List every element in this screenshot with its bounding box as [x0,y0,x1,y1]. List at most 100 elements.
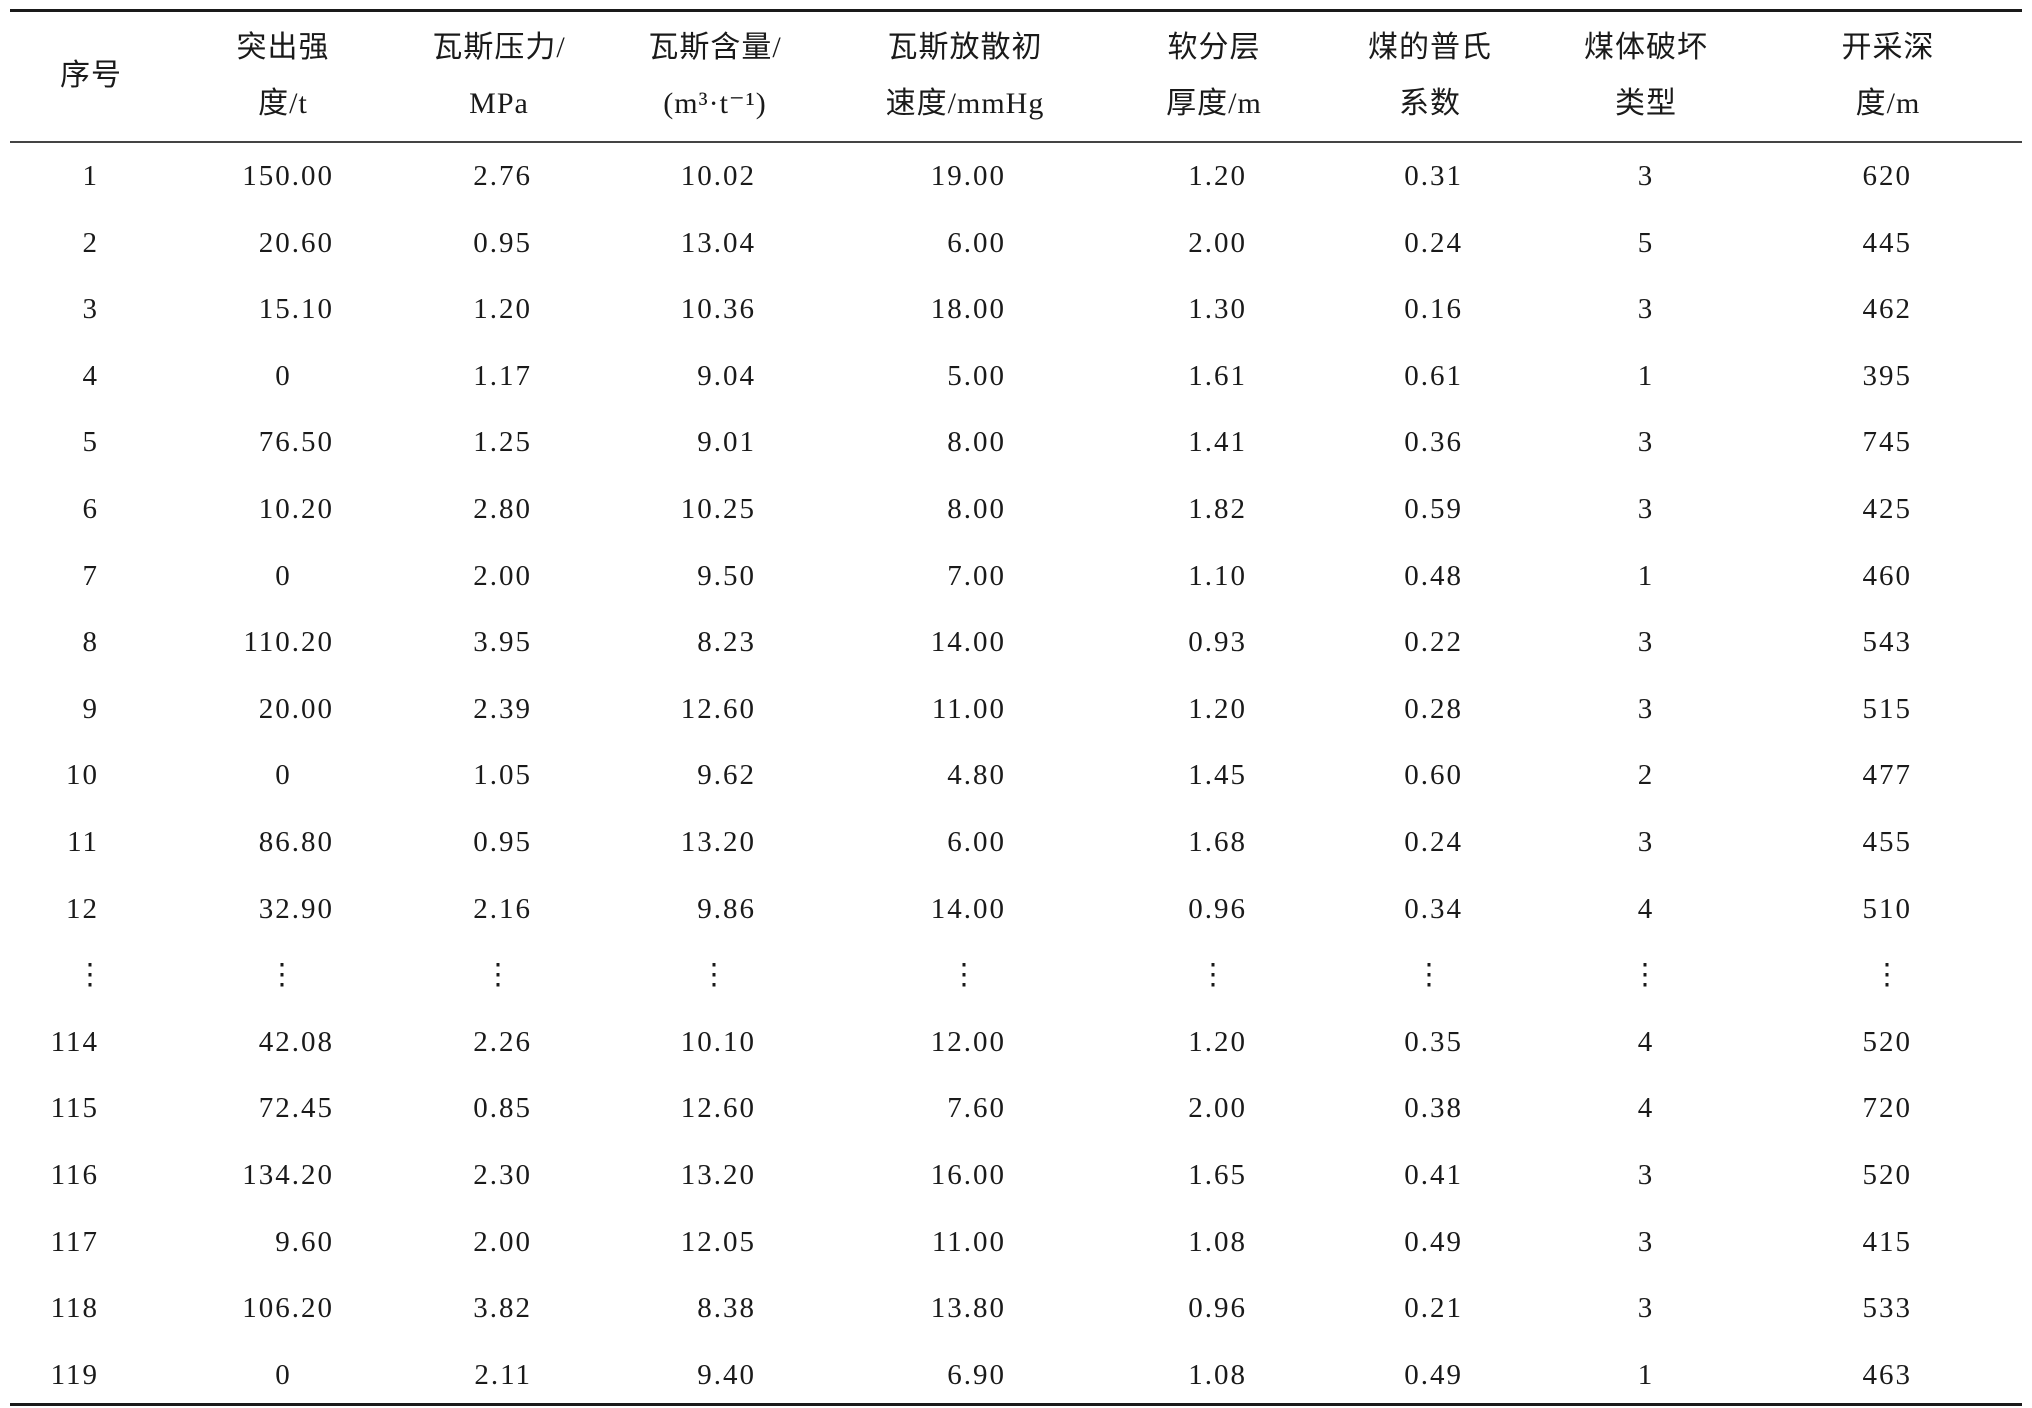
table-cell: 118 [0,1291,99,1325]
table-cell: 2.76 [212,159,532,193]
table-cell: 86.80 [14,825,334,859]
cell-value: 86.80 [258,826,334,858]
cell-value: 0.49 [1404,1358,1463,1391]
cell-value: 463 [1862,1358,1912,1391]
table-cell: 3 [1637,426,1655,459]
table-cell: 533 [1592,1291,1912,1325]
cell-value: 2.00 [1188,226,1247,259]
column-header: 度/m [1855,87,1921,120]
cell-value: 0.59 [1404,493,1463,525]
table-cell: 12.60 [436,692,756,726]
column-header: 瓦斯压力/ [432,31,566,64]
table-cell: 0.38 [1143,1091,1463,1125]
cell-value: 14.00 [930,892,1006,925]
table-cell: 1 [1637,559,1655,592]
table-cell: 6 [0,492,99,526]
table-cell: 6.90 [686,1358,1006,1392]
cell-value: 13.04 [680,226,756,259]
column-header: 软分层 [1167,31,1261,64]
table-cell: 9.86 [436,892,756,926]
table-cell: 5 [1637,226,1655,259]
table-cell: 0.59 [1143,492,1463,526]
cell-value: 2.80 [473,493,532,525]
table-cell: 3 [1637,1159,1655,1191]
table-cell: 117 [0,1225,99,1259]
table-cell: 0.35 [1143,1025,1463,1059]
cell-value: 5.00 [947,359,1006,392]
table-cell: ⋮ [1198,959,1230,992]
table-cell: 115 [0,1091,99,1125]
cell-value: 2.11 [474,1358,532,1391]
cell-value: 0.48 [1404,559,1463,592]
table-cell: 0.41 [1143,1158,1463,1192]
cell-value: 4 [82,359,99,392]
table-cell: 510 [1592,892,1912,926]
table-cell: 4 [1637,1092,1655,1125]
table-cell: 9.04 [436,359,756,393]
cell-value: 8.23 [697,626,756,659]
cell-value: 0.60 [1404,759,1463,792]
table-cell: 20.60 [14,226,334,260]
table-cell: 9 [0,692,99,726]
column-header: MPa [469,87,529,120]
table-cell: 3 [1637,493,1655,525]
cell-value: 115 [50,1092,99,1125]
column-header: 煤体破坏 [1584,31,1708,64]
cell-value: 32.90 [258,892,334,925]
table-cell: 0.31 [1143,159,1463,193]
cell-value: 20.60 [258,226,334,259]
table-cell: 395 [1592,359,1912,393]
cell-value: 150.00 [242,160,334,192]
table-cell: 150.00 [14,159,334,193]
table-cell: 9.60 [14,1225,334,1259]
cell-value: 445 [1862,226,1912,259]
cell-value: 0.96 [1188,892,1247,925]
table-cell: 515 [1592,692,1912,726]
table-cell: 2.30 [212,1158,532,1192]
cell-value: 114 [50,1025,99,1058]
table-cell: 1 [1637,1358,1655,1391]
table-cell: ⋮ [1872,959,1904,992]
table-cell: 3 [1637,293,1655,326]
cell-value: 1.30 [1188,293,1247,326]
table-cell: 1.20 [927,159,1247,193]
table-cell: 11.00 [686,1225,1006,1259]
cell-value: 2.00 [473,559,532,592]
table-cell: 745 [1592,425,1912,459]
table-cell: 3 [1637,1225,1655,1258]
cell-value: 9.86 [697,892,756,925]
cell-value: 6.00 [947,226,1006,259]
table-cell: 10 [0,758,99,792]
table-cell: 12.60 [436,1091,756,1125]
table-cell: 1.20 [212,292,532,326]
cell-value: 2.39 [473,692,532,725]
cell-value: 10.02 [680,160,756,192]
cell-value: 20.00 [258,692,334,725]
header-rule [10,141,2022,143]
table-cell: 110.20 [14,625,334,659]
cell-value: 8 [82,626,99,659]
table-cell: 0.00 [14,559,334,593]
cell-value: 0.24 [1404,826,1463,858]
cell-value: 12.00 [930,1025,1006,1058]
table-cell: 0.61 [1143,359,1463,393]
cell-value: 1.20 [1188,160,1247,192]
cell-value: 477 [1862,759,1912,792]
cell-value: 0.41 [1404,1159,1463,1191]
table-cell: 114 [0,1025,99,1059]
table-cell: 16.00 [686,1158,1006,1192]
cell-value: 42.08 [258,1025,334,1058]
bottom-rule [10,1403,2022,1406]
column-header: 度/t [258,87,308,120]
table-cell: 445 [1592,226,1912,260]
table-cell: 2 [1637,759,1655,792]
cell-value: 415 [1862,1225,1912,1258]
table-cell: 0.49 [1143,1225,1463,1259]
table-cell: 13.20 [436,825,756,859]
cell-value: 1.10 [1188,559,1247,592]
table-cell: 543 [1592,625,1912,659]
table-cell: 10.20 [14,492,334,526]
table-cell: 5.00 [686,359,1006,393]
table-cell: 0.16 [1143,292,1463,326]
cell-value: 76.50 [258,426,334,459]
